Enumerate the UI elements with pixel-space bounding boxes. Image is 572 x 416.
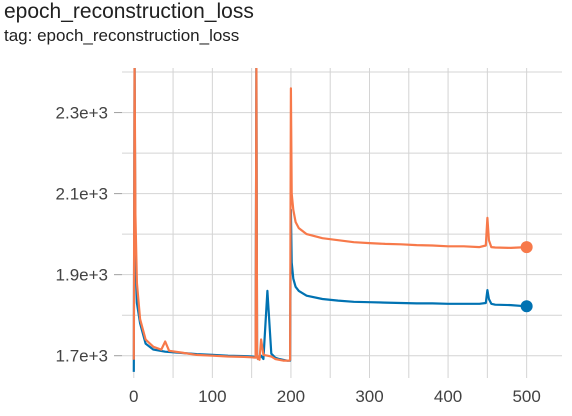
y-tick-label: 2.3e+3 bbox=[56, 104, 108, 123]
series-line-2 bbox=[132, 68, 527, 362]
chart-tag: tag: epoch_reconstruction_loss bbox=[4, 26, 240, 45]
x-tick-label: 500 bbox=[512, 387, 540, 406]
x-tick-label: 300 bbox=[355, 387, 383, 406]
x-tick-label: 200 bbox=[277, 387, 305, 406]
grid-lines bbox=[122, 68, 562, 378]
y-tick-label: 2.1e+3 bbox=[56, 185, 108, 204]
x-tick-label: 400 bbox=[434, 387, 462, 406]
series-endpoint-2 bbox=[520, 241, 533, 254]
series-lines bbox=[132, 68, 527, 372]
series-endpoint-1 bbox=[520, 300, 533, 313]
x-tick-label: 0 bbox=[129, 387, 138, 406]
chart-title: epoch_reconstruction_loss bbox=[4, 0, 254, 23]
series-endpoints bbox=[520, 241, 533, 313]
x-tick-label: 100 bbox=[198, 387, 226, 406]
y-tick-label: 1.7e+3 bbox=[56, 347, 108, 366]
y-tick-label: 1.9e+3 bbox=[56, 266, 108, 285]
axis-ticks: 1.7e+3 1.9e+3 2.1e+3 2.3e+3 0 100 200 300 400 500 bbox=[56, 104, 541, 406]
